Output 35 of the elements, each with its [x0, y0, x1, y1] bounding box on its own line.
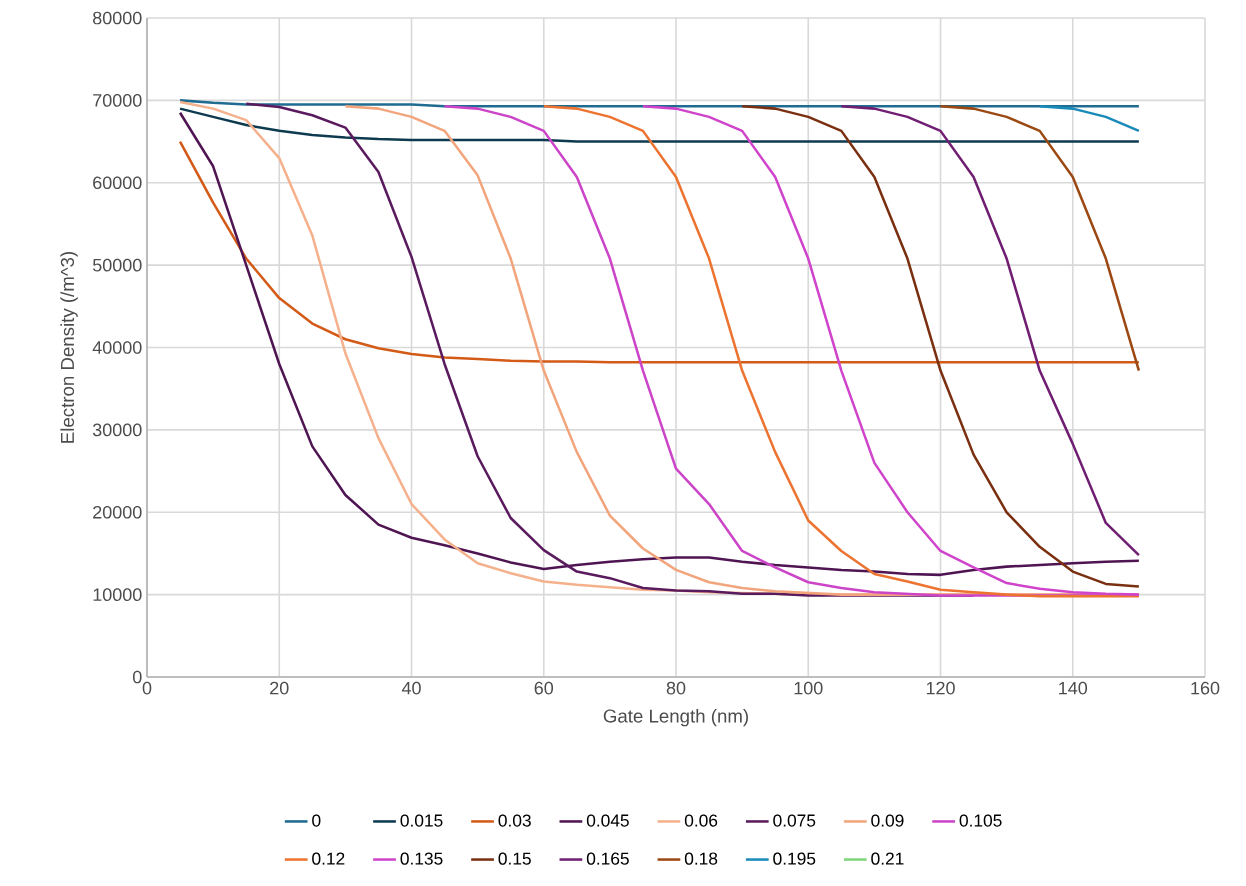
y-axis-title: Electron Density (/m^3) [60, 252, 78, 443]
legend-label: 0.18 [684, 852, 718, 865]
legend-label: 0.09 [871, 814, 904, 827]
x-tick-label: 40 [401, 681, 421, 695]
legend-label: 0.135 [400, 852, 443, 865]
y-tick-label: 70000 [93, 94, 142, 107]
x-tick-label: 60 [534, 681, 554, 695]
x-tick-label: 140 [1059, 681, 1088, 695]
legend-label: 0.105 [959, 814, 1002, 827]
x-tick-label: 20 [270, 681, 289, 695]
legend-label: 0.21 [871, 852, 904, 865]
y-tick-label: 0 [132, 670, 142, 684]
legend-label: 0.195 [773, 852, 816, 865]
y-tick-label: 20000 [93, 505, 142, 519]
y-tick-label: 80000 [93, 11, 142, 25]
legend-label: 0.165 [586, 852, 629, 865]
legend-label: 0.045 [586, 814, 629, 827]
legend-label: 0.06 [684, 814, 718, 827]
x-tick-label: 100 [794, 681, 823, 695]
y-tick-label: 60000 [93, 176, 142, 190]
x-tick-label: 0 [142, 681, 152, 695]
x-tick-label: 80 [666, 681, 686, 695]
legend-label: 0.015 [400, 814, 443, 827]
legend-label: 0.03 [498, 814, 531, 827]
legend-label: 0.075 [773, 814, 816, 827]
y-tick-label: 30000 [92, 423, 142, 437]
y-tick-label: 10000 [93, 588, 142, 601]
x-tick-label: 160 [1191, 681, 1220, 695]
y-tick-label: 50000 [92, 258, 142, 272]
legend-label: 0.12 [312, 852, 345, 865]
legend-label: 0.15 [498, 852, 531, 865]
x-tick-label: 120 [926, 681, 955, 695]
x-axis-title: Gate Length (nm) [603, 708, 748, 727]
y-tick-label: 40000 [92, 341, 142, 354]
legend-label: 0 [312, 814, 321, 827]
